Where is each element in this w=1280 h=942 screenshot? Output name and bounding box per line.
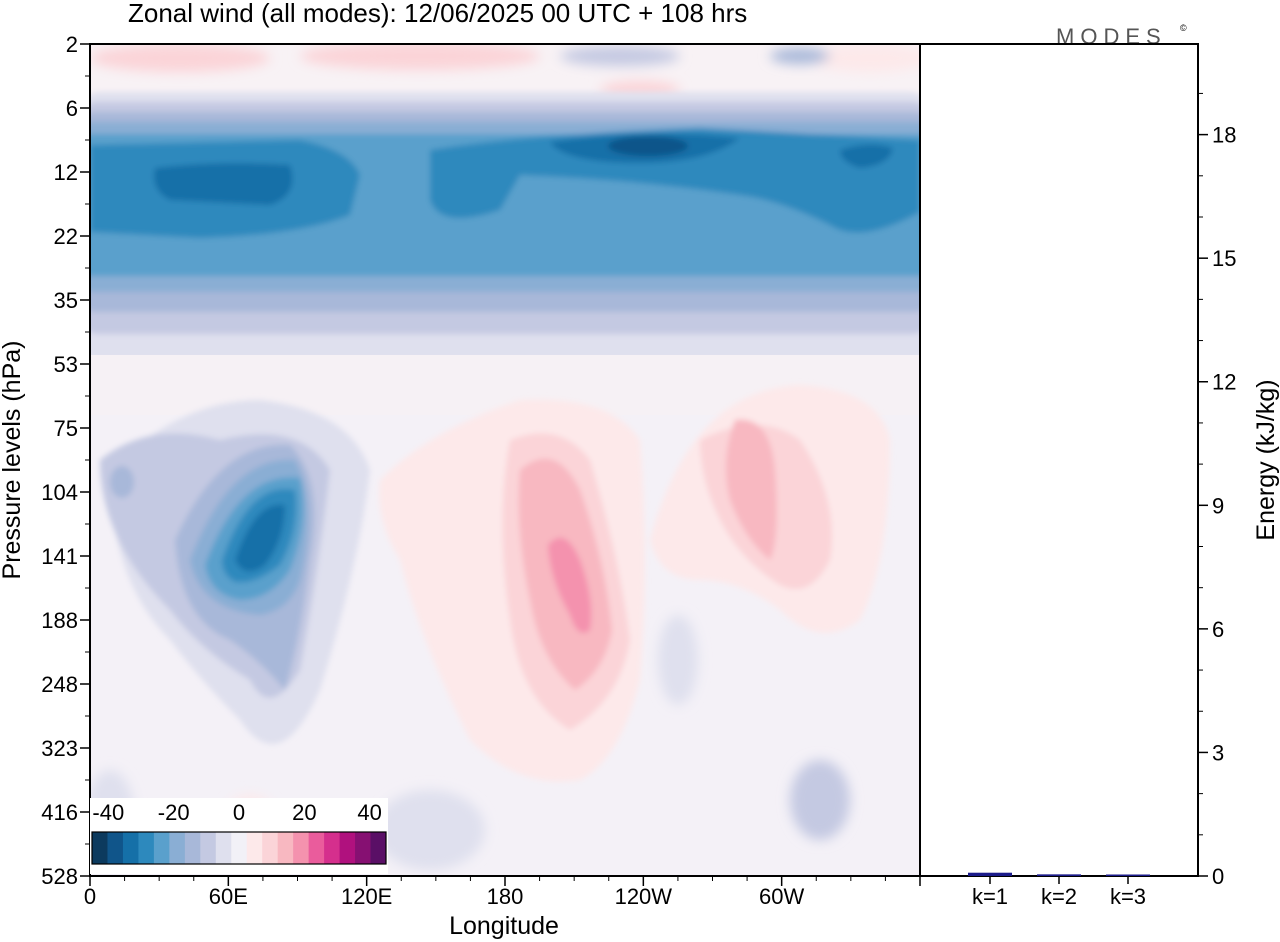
longitude-tick-label: 60E bbox=[209, 884, 248, 909]
energy-axis-label: Energy (kJ/kg) bbox=[1252, 379, 1280, 540]
energy-bar bbox=[968, 872, 1012, 876]
energy-tick-label: 15 bbox=[1212, 246, 1236, 271]
colorbar-swatch bbox=[231, 832, 248, 864]
jet-contour-40-core bbox=[608, 136, 688, 156]
colorbar-swatch bbox=[200, 832, 217, 864]
colorbar-swatch bbox=[169, 832, 186, 864]
pressure-tick-label: 35 bbox=[54, 288, 78, 313]
lower-easterly-feature bbox=[100, 400, 370, 744]
heatmap-panel bbox=[90, 44, 920, 876]
energy-category-label: k=3 bbox=[1110, 884, 1146, 909]
colorbar-swatch bbox=[324, 832, 341, 864]
colorbar-tick-label: 40 bbox=[357, 800, 381, 825]
colorbar-swatch bbox=[355, 832, 372, 864]
pressure-axis: 2 6 12 22 35 53 75 104 141 188 248 323 416 528 bbox=[41, 32, 90, 889]
upper-strat-features bbox=[90, 44, 920, 99]
energy-tick-label: 9 bbox=[1212, 493, 1224, 518]
westerly-east-contour-15 bbox=[726, 419, 777, 560]
colorbar-swatch bbox=[184, 832, 201, 864]
y-axis-label: Pressure levels (hPa) bbox=[0, 341, 26, 580]
colorbar-swatch bbox=[215, 832, 232, 864]
energy-bars: k=1 k=2 k=3 bbox=[968, 872, 1150, 909]
energy-tick-label: 18 bbox=[1212, 123, 1236, 148]
pressure-tick-label: 104 bbox=[41, 480, 78, 505]
pressure-tick-label: 188 bbox=[41, 608, 78, 633]
energy-category-label: k=1 bbox=[972, 884, 1008, 909]
near-surface-neg-1 bbox=[375, 790, 485, 870]
colorbar-swatch bbox=[262, 832, 279, 864]
longitude-axis: 0 60E 120E 180 120W 60W bbox=[84, 876, 921, 909]
colorbar-swatch bbox=[107, 832, 124, 864]
pressure-tick-label: 75 bbox=[54, 416, 78, 441]
energy-panel-frame bbox=[919, 43, 1199, 877]
near-surface-neg-2 bbox=[790, 760, 850, 840]
jet-contour-35-west bbox=[154, 163, 293, 205]
colorbar-swatch bbox=[277, 832, 294, 864]
colorbar-tick-label: -20 bbox=[158, 800, 190, 825]
neg-anomaly-upper-1 bbox=[560, 46, 680, 66]
lower-neg-contour-35 bbox=[235, 504, 285, 572]
westerly-features bbox=[379, 385, 890, 782]
pressure-tick-label: 528 bbox=[41, 864, 78, 889]
energy-category-label: k=2 bbox=[1041, 884, 1077, 909]
chart-title: Zonal wind (all modes): 12/06/2025 00 UT… bbox=[128, 0, 747, 28]
pressure-tick-label: 141 bbox=[41, 544, 78, 569]
jet-contour-35-far-east bbox=[840, 144, 893, 168]
jet-contour-30-east bbox=[430, 128, 920, 233]
energy-tick-label: 0 bbox=[1212, 864, 1224, 889]
pressure-tick-label: 416 bbox=[41, 800, 78, 825]
longitude-tick-label: 120E bbox=[341, 884, 392, 909]
energy-axis: 0 3 6 9 12 15 18 bbox=[1198, 92, 1236, 889]
energy-tick-label: 12 bbox=[1212, 370, 1236, 395]
pressure-tick-label: 6 bbox=[66, 96, 78, 121]
near-surface-neg-3 bbox=[658, 615, 698, 705]
energy-bar bbox=[1037, 874, 1081, 876]
colorbar-tick-label: -40 bbox=[92, 800, 124, 825]
pressure-tick-label: 2 bbox=[66, 32, 78, 57]
energy-bar bbox=[1106, 874, 1150, 876]
energy-tick-label: 6 bbox=[1212, 617, 1224, 642]
x-axis-label: Longitude bbox=[449, 912, 559, 940]
pressure-tick-label: 323 bbox=[41, 736, 78, 761]
neg-anomaly-upper-2 bbox=[770, 48, 830, 64]
pos-anomaly-upper-4 bbox=[810, 44, 920, 72]
colorbar-swatch bbox=[246, 832, 263, 864]
brand-copyright-mark: © bbox=[1180, 23, 1187, 33]
longitude-tick-label: 180 bbox=[487, 884, 524, 909]
colorbar-swatch bbox=[153, 832, 170, 864]
pos-anomaly-upper-2 bbox=[300, 44, 540, 70]
pos-anomaly-upper-1 bbox=[90, 44, 270, 72]
pressure-tick-label: 22 bbox=[54, 224, 78, 249]
colorbar: -40 -20 0 20 40 bbox=[90, 798, 388, 874]
longitude-tick-label: 60W bbox=[759, 884, 804, 909]
westerly-contour-20 bbox=[548, 537, 592, 633]
longitude-tick-label: 0 bbox=[84, 884, 96, 909]
colorbar-swatch bbox=[92, 832, 108, 864]
energy-tick-label: 3 bbox=[1212, 740, 1224, 765]
colorbar-frame bbox=[91, 831, 387, 865]
colorbar-swatch bbox=[308, 832, 325, 864]
colorbar-swatch bbox=[293, 832, 310, 864]
colorbar-swatch bbox=[339, 832, 356, 864]
brand-logo-text: MODES bbox=[1056, 24, 1167, 49]
longitude-tick-label: 120W bbox=[615, 884, 673, 909]
pressure-tick-label: 12 bbox=[54, 160, 78, 185]
pressure-tick-label: 53 bbox=[54, 352, 78, 377]
easterly-jet bbox=[90, 92, 920, 360]
colorbar-swatch bbox=[138, 832, 155, 864]
colorbar-tick-label: 20 bbox=[292, 800, 316, 825]
colorbar-swatch bbox=[122, 832, 139, 864]
lower-neg-small-west bbox=[110, 466, 134, 498]
colorbar-swatch bbox=[370, 832, 387, 864]
pressure-tick-label: 248 bbox=[41, 672, 78, 697]
colorbar-tick-label: 0 bbox=[233, 800, 245, 825]
